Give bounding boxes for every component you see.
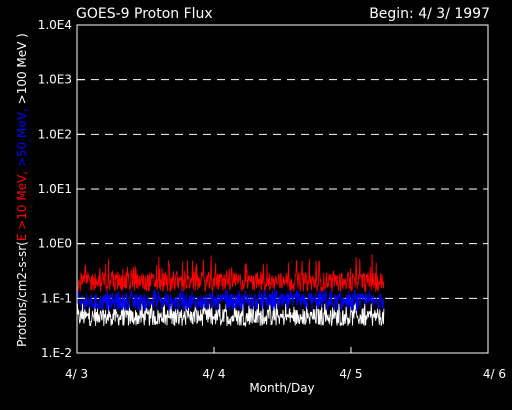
chart-title: GOES-9 Proton Flux [76,6,213,22]
series-line [76,303,385,328]
y-tick-label: 1.0E0 [38,237,72,251]
x-tick-label: 4/ 5 [339,367,362,381]
gridlines [77,79,488,299]
y-label-segment: >100 MeV ) [15,33,29,104]
x-tick-label: 4/ 3 [65,367,88,381]
x-axis-label: Month/Day [249,381,314,395]
series-line [76,289,385,312]
x-tick-label: 4/ 6 [483,367,506,381]
y-axis-ticks: 1.0E4 1.0E3 1.0E2 1.0E1 1.0E0 1.E-1 1.E-2 [38,18,85,360]
data-series [76,253,385,328]
y-tick-label: 1.0E3 [38,73,72,87]
y-label-segment: Protons/cm2-s-sr( [15,241,29,347]
y-tick-label: 1.E-1 [41,291,72,305]
x-tick-label: 4/ 4 [202,367,225,381]
x-axis-ticks: 4/ 3 4/ 4 4/ 5 4/ 6 [65,347,506,381]
begin-date-label: Begin: 4/ 3/ 1997 [369,6,490,22]
y-tick-label: 1.0E4 [38,18,72,32]
y-axis-label: Protons/cm2-s-sr(E >10 MeV, >50 MeV, >10… [15,33,29,347]
y-label-segment: E >10 MeV, [15,167,29,241]
y-tick-label: 1.0E2 [38,127,72,141]
y-label-segment: >50 MeV, [15,104,29,167]
y-tick-label: 1.E-2 [41,346,72,360]
series-line [76,253,385,292]
y-tick-label: 1.0E1 [38,182,72,196]
